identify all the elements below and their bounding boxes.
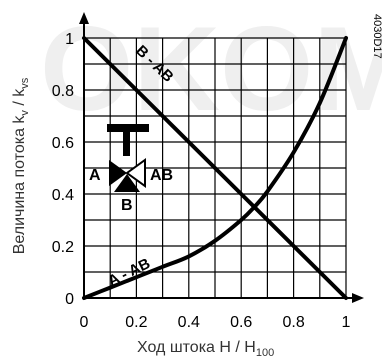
x-tick-label: 0.4 — [178, 314, 200, 331]
y-tick-label: 0.2 — [52, 239, 74, 256]
y-tick-label: 0.4 — [52, 187, 74, 204]
x-tick-label: 0.6 — [230, 314, 252, 331]
y-tick-label: 0.8 — [52, 83, 74, 100]
series-line-a-ab — [82, 36, 348, 300]
valve-label-ab: AB — [150, 167, 173, 184]
plot-frame — [79, 12, 364, 303]
valve-port-a-triangle — [109, 160, 127, 186]
valve-label-b: B — [121, 197, 133, 214]
series-line-b-ab — [82, 36, 348, 300]
valve-label-a: A — [89, 167, 101, 184]
x-tick-label: 1 — [342, 314, 351, 331]
y-tick-label: 0.6 — [52, 135, 74, 152]
x-tick-label: 0 — [80, 314, 89, 331]
figure-code: 4030D17 — [371, 14, 382, 59]
y-axis-arrowhead — [79, 12, 89, 24]
valve-actuator-bar — [107, 124, 149, 132]
curve-label-a-ab: A - AB — [105, 255, 153, 290]
valve-port-b-triangle — [114, 174, 140, 192]
y-axis-title: Величина потока kv / kvs — [11, 77, 31, 254]
valve-stem — [123, 130, 130, 156]
y-tick-label: 0 — [65, 291, 74, 308]
x-axis-arrowhead — [352, 293, 364, 303]
three-way-valve-symbol: A AB B — [89, 124, 173, 214]
y-tick-label: 1 — [65, 31, 74, 48]
x-tick-labels: 0 0.2 0.4 0.6 0.8 1 — [80, 314, 351, 331]
valve-port-ab-triangle — [125, 158, 146, 188]
x-tick-label: 0.8 — [282, 314, 304, 331]
x-axis-title: Ход штока H / H100 — [137, 339, 274, 359]
watermark: OKOM — [40, 2, 382, 136]
y-tick-labels: 0 0.2 0.4 0.6 0.8 1 — [52, 31, 74, 308]
x-tick-label: 0.2 — [125, 314, 147, 331]
series-lines — [82, 36, 348, 300]
